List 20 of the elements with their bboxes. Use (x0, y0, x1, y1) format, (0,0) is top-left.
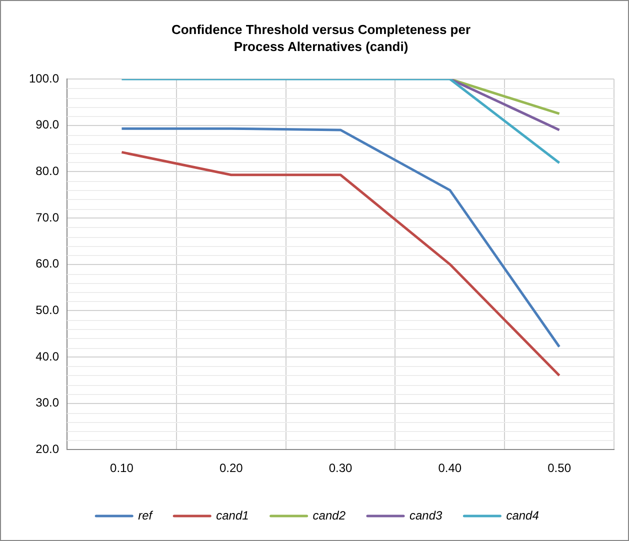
x-tick-label: 0.50 (548, 461, 572, 476)
y-tick-label: 90.0 (36, 118, 60, 132)
legend-label: cand1 (216, 508, 249, 522)
y-tick-label: 70.0 (36, 210, 60, 224)
y-tick-label: 60.0 (36, 256, 60, 271)
y-tick-label: 100.0 (29, 71, 60, 86)
y-tick-label: 30.0 (36, 396, 60, 410)
y-tick-label: 80.0 (36, 164, 60, 178)
x-tick-label: 0.30 (328, 461, 353, 476)
legend-label: ref (138, 508, 154, 522)
y-tick-label: 50.0 (36, 302, 60, 317)
y-tick-label: 40.0 (36, 349, 60, 364)
x-tick-label: 0.20 (219, 461, 244, 476)
legend-label: cand3 (410, 508, 443, 522)
legend-label: cand4 (506, 508, 540, 522)
legend-label: cand2 (312, 508, 346, 522)
chart-title: Confidence Threshold versus Completeness per Process Alternatives (candi) (170, 21, 472, 55)
x-tick-label: 0.10 (110, 461, 134, 476)
x-tick-label: 0.40 (438, 461, 462, 476)
y-tick-label: 20.0 (36, 442, 60, 456)
